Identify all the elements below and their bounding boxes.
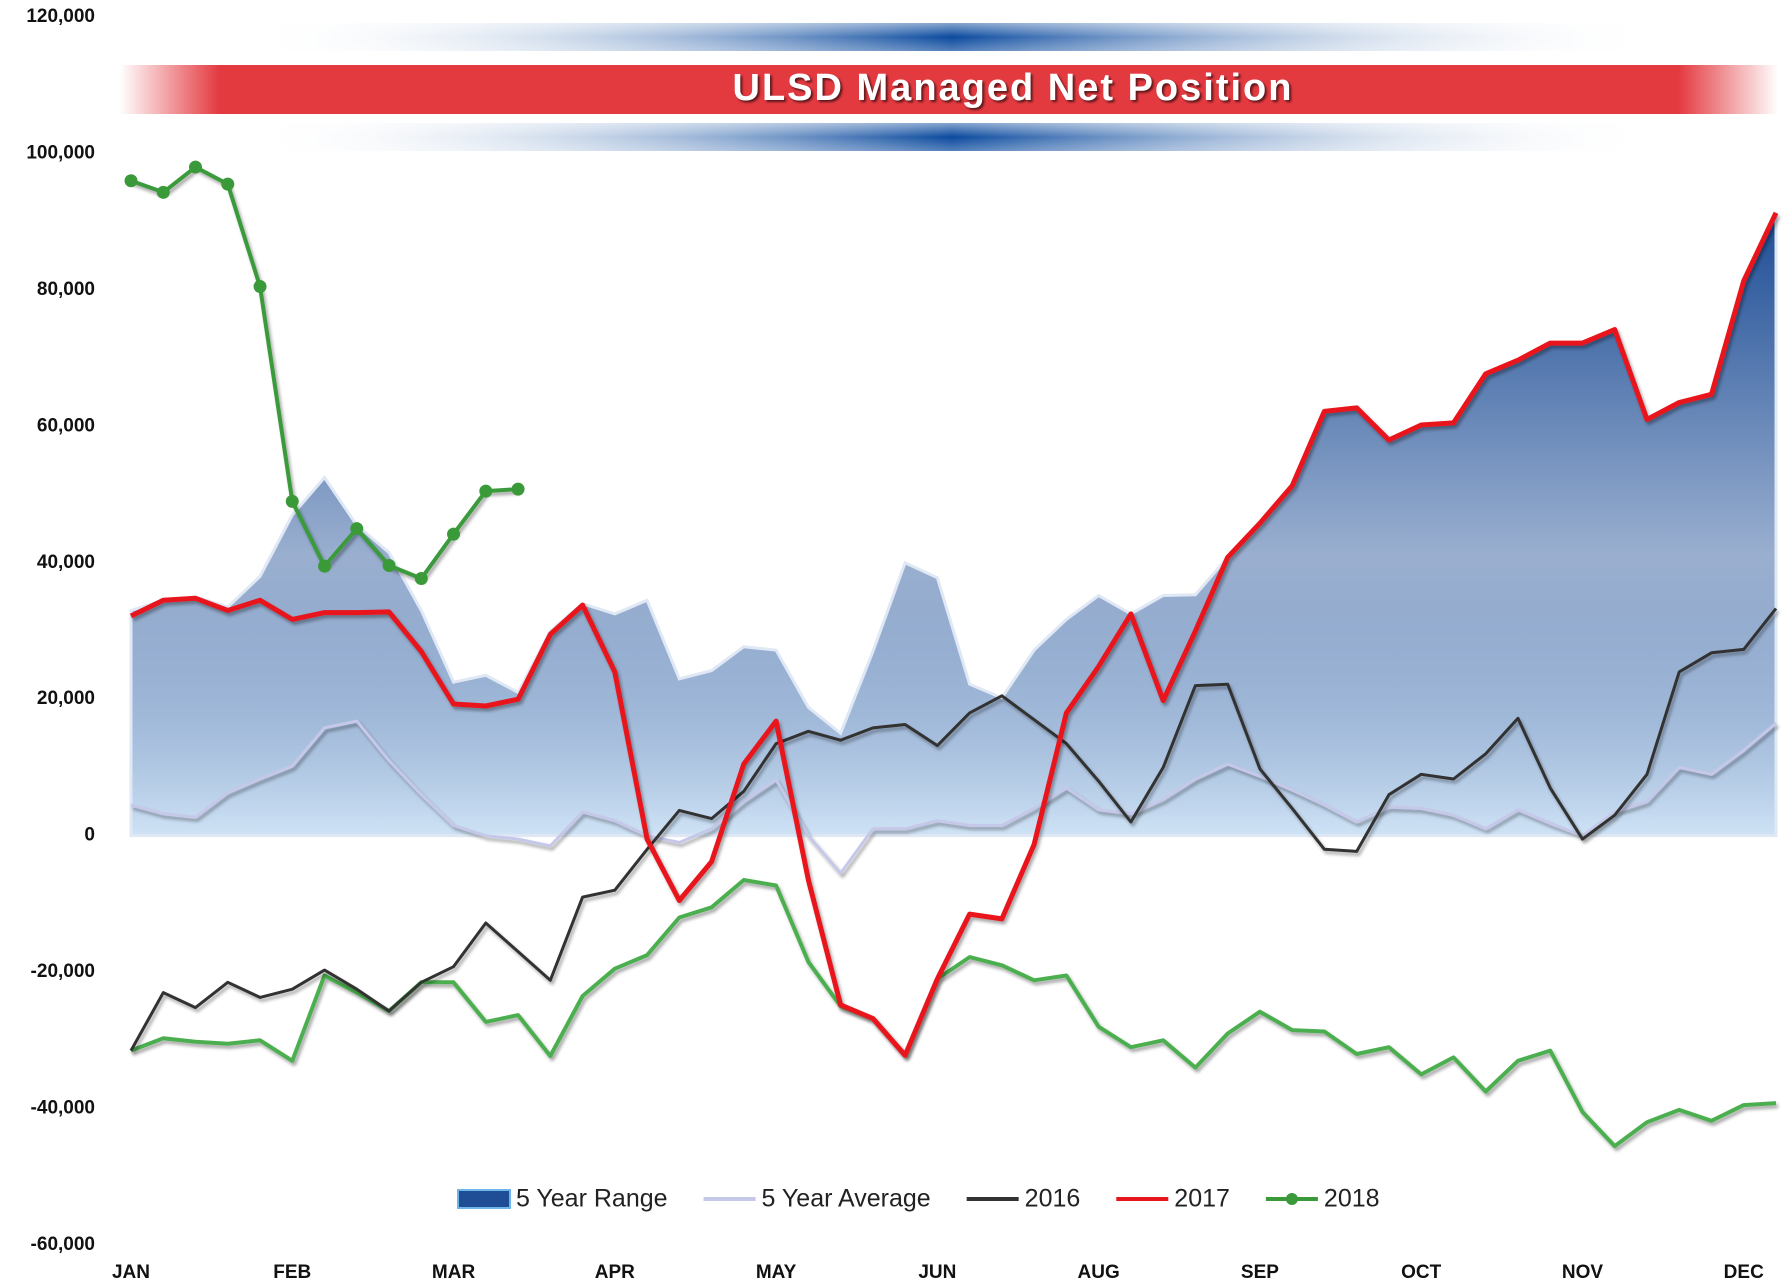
series-marker — [253, 279, 267, 293]
legend-label: 2018 — [1324, 1185, 1380, 1213]
y-tick-label: 60,000 — [37, 415, 95, 436]
legend-item: 5 Year Range — [457, 1185, 668, 1213]
series-marker — [318, 559, 332, 573]
legend-label: 5 Year Range — [516, 1185, 668, 1213]
y-tick-label: 0 — [84, 825, 95, 846]
series-marker — [350, 522, 364, 536]
legend-label: 5 Year Average — [762, 1185, 931, 1213]
y-tick-label: 40,000 — [37, 552, 95, 573]
x-tick-label: FEB — [273, 1262, 311, 1283]
legend-item: 2018 — [1265, 1185, 1380, 1213]
series-marker — [189, 160, 203, 174]
x-tick-label: JAN — [112, 1262, 150, 1283]
y-tick-label: -40,000 — [31, 1098, 95, 1119]
legend-item: 2017 — [1116, 1185, 1230, 1213]
title-banner — [120, 23, 1778, 151]
x-tick-label: SEP — [1241, 1262, 1279, 1283]
series-marker — [124, 174, 138, 188]
x-tick-label: MAR — [432, 1262, 476, 1283]
plot-area: -60,000 -40,000 -20,000 0 20,000 40,000 60,000… — [26, 6, 1779, 1283]
series-marker — [221, 177, 235, 191]
series-marker — [156, 185, 170, 199]
y-tick-label: -20,000 — [31, 961, 95, 982]
x-tick-label: MAY — [756, 1262, 797, 1283]
series-marker — [285, 494, 299, 508]
legend-item: 2016 — [966, 1185, 1081, 1213]
x-tick-label: OCT — [1401, 1262, 1442, 1283]
legend-swatch — [457, 1189, 511, 1209]
legend-item: 5 Year Average — [703, 1185, 931, 1213]
x-tick-label: DEC — [1724, 1262, 1764, 1283]
legend-label: 2016 — [1025, 1185, 1081, 1213]
y-tick-label: 100,000 — [26, 142, 95, 163]
legend-label: 2017 — [1174, 1185, 1230, 1213]
x-tick-label: AUG — [1078, 1262, 1120, 1283]
series-marker — [447, 527, 461, 541]
x-tick-label: APR — [595, 1262, 635, 1283]
y-tick-label: -60,000 — [31, 1234, 95, 1255]
x-tick-label: NOV — [1562, 1262, 1604, 1283]
range-low-line — [130, 878, 1777, 1149]
series-marker — [479, 484, 493, 498]
y-tick-label: 20,000 — [37, 688, 95, 709]
legend-marker — [1285, 1193, 1298, 1205]
y-tick-label: 120,000 — [26, 6, 95, 27]
series-marker — [511, 482, 525, 496]
y-tick-label: 80,000 — [37, 279, 95, 300]
series-line — [129, 607, 1778, 1052]
series-marker — [414, 571, 428, 585]
series-line — [129, 211, 1779, 1058]
x-tick-label: JUN — [918, 1262, 956, 1283]
series-line — [130, 719, 1777, 875]
chart-title: ULSD Managed Net Position — [733, 67, 1294, 109]
series-marker — [382, 559, 396, 573]
